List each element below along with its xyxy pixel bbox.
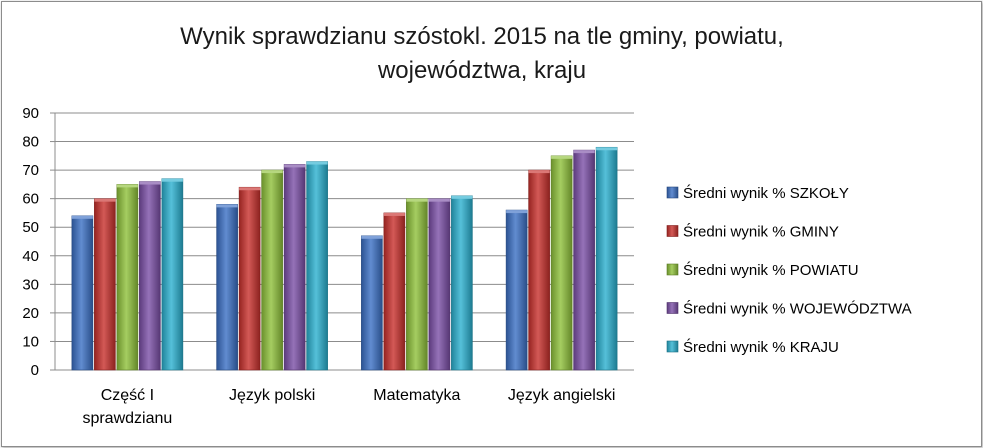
y-tick-label: 20	[22, 305, 39, 322]
legend-swatch	[666, 186, 679, 199]
chart-title-line-2: województwa, kraju	[377, 57, 587, 84]
bar-top	[451, 195, 473, 199]
y-tick-label: 60	[22, 191, 39, 208]
bar	[238, 186, 261, 371]
bar-top	[239, 187, 261, 191]
x-tick-label: Część I	[101, 387, 154, 404]
bar-top	[383, 212, 405, 216]
y-tick-label: 50	[22, 219, 39, 236]
chart-title-line-1: Wynik sprawdzianu szóstokl. 2015 na tle …	[180, 23, 784, 50]
bar	[283, 164, 306, 371]
bar-top	[361, 235, 383, 239]
y-tick-label: 70	[22, 162, 39, 179]
bar	[306, 161, 328, 371]
bar	[139, 181, 161, 371]
legend-entry: Średni wynik % POWIATU	[683, 261, 859, 279]
bar	[595, 146, 618, 371]
bar	[528, 169, 550, 371]
bar-top	[94, 198, 116, 202]
bar	[71, 215, 94, 371]
bar-top	[551, 155, 573, 159]
bar	[451, 195, 473, 371]
bar	[550, 155, 573, 371]
bar	[261, 169, 283, 371]
bar-top	[428, 198, 450, 202]
y-tick-label: 30	[22, 276, 39, 293]
bar-top	[261, 170, 283, 174]
bar-top	[306, 161, 328, 165]
bar	[116, 184, 139, 371]
bar-top	[573, 150, 595, 154]
bar-top	[406, 198, 428, 202]
bar	[216, 204, 238, 371]
bar-top	[284, 164, 306, 168]
bar-top	[506, 210, 528, 214]
bar	[573, 149, 595, 371]
x-tick-label: Język angielski	[508, 387, 616, 404]
legend-swatch	[666, 302, 679, 314]
bar-top	[139, 181, 161, 185]
legend-entry: Średni wynik % KRAJU	[683, 338, 839, 356]
bar	[428, 198, 451, 371]
bar	[505, 209, 528, 371]
chart-title: Wynik sprawdzianu szóstokl. 2015 na tle …	[122, 20, 842, 88]
x-tick-label: sprawdzianu	[82, 410, 172, 427]
x-tick-label: Język polski	[229, 387, 315, 404]
bar	[361, 235, 383, 371]
bar-top	[216, 204, 238, 208]
legend-swatch	[666, 263, 679, 276]
y-tick-label: 40	[22, 248, 39, 265]
legend-entry: Średni wynik % WOJEWÓDZTWA	[683, 300, 912, 318]
legend-entry: Średni wynik % SZKOŁY	[683, 184, 849, 202]
bar-top	[596, 147, 618, 151]
legend-swatch	[666, 340, 679, 353]
legend-swatch	[666, 225, 679, 237]
bar	[94, 198, 116, 371]
y-tick-label: 10	[22, 333, 39, 350]
x-tick-label: Matematyka	[373, 387, 460, 404]
bar	[383, 212, 406, 371]
y-tick-label: 80	[22, 134, 39, 151]
bar	[406, 198, 428, 371]
y-tick-label: 90	[22, 105, 39, 122]
bar	[161, 178, 184, 371]
y-tick-label: 0	[31, 362, 39, 379]
bar-top	[71, 215, 93, 219]
bar-top	[116, 184, 138, 188]
legend-entry: Średni wynik % GMINY	[683, 223, 839, 241]
bar-top	[528, 170, 550, 174]
bar-top	[161, 178, 183, 182]
